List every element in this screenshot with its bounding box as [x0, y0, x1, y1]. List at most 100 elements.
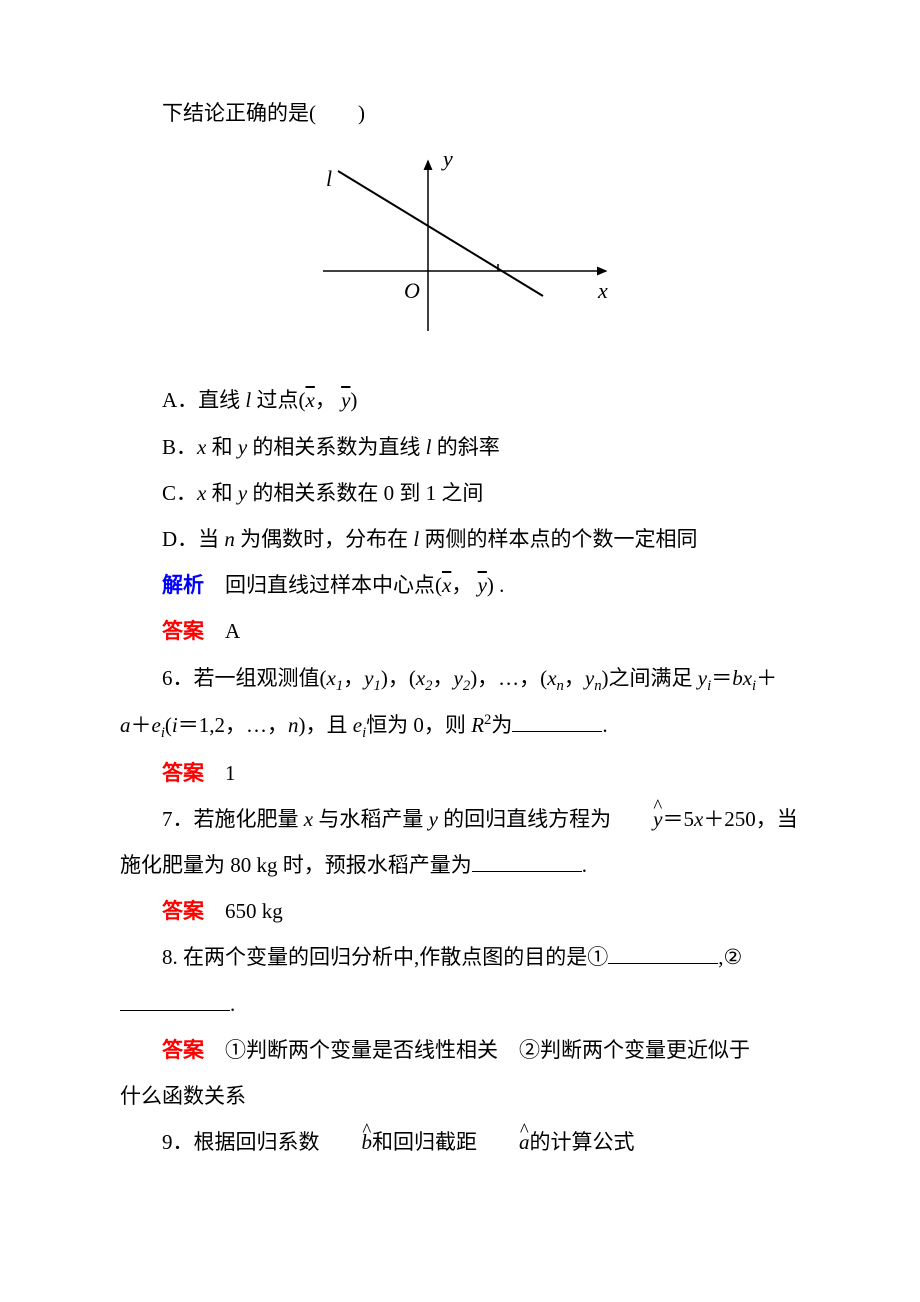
q6-b: b [732, 666, 743, 690]
q7-x2: x [694, 807, 703, 831]
option-c-x: x [197, 481, 206, 505]
line-graph-svg: y x l O [298, 146, 628, 341]
q7-y: y [429, 807, 438, 831]
explain5-comma: ， [451, 573, 477, 597]
q6-y1: y [364, 666, 373, 690]
q6-yn: y [585, 666, 594, 690]
answer-5: 答案 A [120, 608, 805, 654]
option-b-t1: 的相关系数为直线 [247, 435, 426, 459]
y-hat: ^y [611, 796, 662, 842]
q8-t1: 在两个变量的回归分析中,作散点图的目的是① [183, 945, 608, 969]
option-b-prefix: B． [162, 435, 197, 459]
ans5-label: 答案 [162, 619, 204, 643]
ans7-label: 答案 [162, 899, 204, 923]
q6-cn: ， [564, 666, 585, 690]
option-c: C．x 和 y 的相关系数在 0 到 1 之间 [120, 470, 805, 516]
explain-5: 解析 回归直线过样本中心点(x， y) . [120, 562, 805, 608]
q7-t6: . [582, 853, 587, 877]
q6-c2: ， [433, 666, 454, 690]
q7-t5: ＋250，当 [703, 807, 798, 831]
option-a: A．直线 l 过点(x， y) [120, 377, 805, 423]
q6-n: n [288, 713, 299, 737]
q6-xn: x [547, 666, 556, 690]
q6-t6: 恒为 0，则 [366, 713, 471, 737]
q6-t1: 若一组观测值( [194, 666, 327, 690]
blank-q6 [512, 711, 602, 732]
regression-figure: y x l O [120, 146, 805, 357]
q8-t2: ,② [718, 945, 742, 969]
q6-eq: ＝ [711, 666, 732, 690]
q6-t5: )，且 [299, 713, 353, 737]
q6-c1: ， [343, 666, 364, 690]
q6-t4: )之间满足 [602, 666, 698, 690]
q9-t1: 根据回归系数 [194, 1130, 320, 1154]
line-label: l [326, 166, 332, 191]
ans6-value: 1 [204, 761, 236, 785]
a-hat: ^a [477, 1119, 530, 1165]
ans6-label: 答案 [162, 761, 204, 785]
option-a-t3: ) [350, 388, 357, 412]
origin-label: O [404, 278, 420, 303]
q6-s2: 2 [425, 678, 432, 694]
option-d: D．当 n 为偶数时，分布在 l 两侧的样本点的个数一定相同 [120, 516, 805, 562]
answer-7: 答案 650 kg [120, 888, 805, 934]
q7-t1: 若施化肥量 [194, 807, 304, 831]
explain5-t2: ) . [487, 573, 505, 597]
option-a-t2: 过点( [251, 388, 305, 412]
q6-t7: 为 [491, 713, 512, 737]
q6-prefix: 6． [162, 666, 194, 690]
q6-yi: y [698, 666, 707, 690]
q6-R: R [471, 713, 484, 737]
q6-t3: )，…，( [470, 666, 547, 690]
question-8: 8. 在两个变量的回归分析中,作散点图的目的是① ,② . [120, 934, 805, 1026]
q6-snb: n [594, 678, 601, 694]
option-a-t1: 直线 [198, 388, 245, 412]
q6-x2: x [416, 666, 425, 690]
ans5-value: A [204, 619, 240, 643]
blank-q8b [120, 990, 230, 1011]
option-a-xbar: x [306, 388, 315, 412]
y-axis-label: y [441, 146, 453, 171]
option-d-prefix: D． [162, 527, 198, 551]
q7-line2: 施化肥量为 80 kg 时，预报水稻产量为 [120, 853, 472, 877]
explain5-ybar: y [478, 573, 487, 597]
question-6: 6．若一组观测值(x1，y1)，(x2，y2)，…，(xn，yn)之间满足 yi… [120, 655, 805, 750]
q6-ei: e [152, 713, 161, 737]
blank-q8a [608, 943, 718, 964]
q6-t8: . [602, 713, 607, 737]
option-a-comma: ， [315, 388, 336, 412]
blank-q7 [472, 851, 582, 872]
q6-t2: )，( [381, 666, 416, 690]
option-d-t3: 两侧的样本点的个数一定相同 [419, 527, 697, 551]
explain5-t1: 回归直线过样本中心点( [204, 573, 442, 597]
option-c-prefix: C． [162, 481, 197, 505]
option-b: B．x 和 y 的相关系数为直线 l 的斜率 [120, 424, 805, 470]
option-b-y: y [238, 435, 247, 459]
ans8-line2: 什么函数关系 [120, 1084, 246, 1108]
q6-eq2: ＝1,2，…， [178, 713, 288, 737]
q8-prefix: 8. [162, 945, 183, 969]
intro-line: 下结论正确的是() [120, 90, 805, 136]
q7-t2: 与水稻产量 [313, 807, 429, 831]
option-b-t2: 的斜率 [432, 435, 500, 459]
q6-plus2: ＋ [131, 713, 152, 737]
q8-t3: . [230, 992, 235, 1016]
ans7-value: 650 kg [204, 899, 283, 923]
q7-prefix: 7． [162, 807, 194, 831]
explain5-xbar: x [442, 573, 451, 597]
q6-y2: y [454, 666, 463, 690]
answer-6: 答案 1 [120, 750, 805, 796]
option-d-n: n [224, 527, 235, 551]
regression-line [338, 171, 543, 296]
question-9: 9．根据回归系数^b和回归截距^a的计算公式 [120, 1119, 805, 1165]
q9-prefix: 9． [162, 1130, 194, 1154]
q6-paren: ( [165, 713, 172, 737]
option-d-t1: 当 [198, 527, 224, 551]
option-a-prefix: A． [162, 388, 198, 412]
b-hat: ^b [320, 1119, 373, 1165]
q6-x1: x [327, 666, 336, 690]
option-c-t1: 的相关系数在 0 到 1 之间 [247, 481, 483, 505]
question-7: 7．若施化肥量 x 与水稻产量 y 的回归直线方程为^y＝5x＋250，当 施化… [120, 796, 805, 888]
option-d-t2: 为偶数时，分布在 [235, 527, 414, 551]
q6-xi: x [743, 666, 752, 690]
